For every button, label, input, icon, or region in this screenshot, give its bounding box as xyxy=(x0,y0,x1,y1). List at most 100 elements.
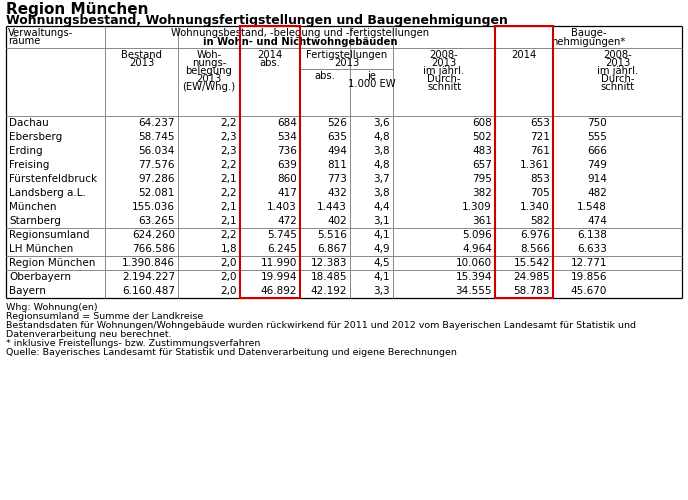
Text: im jährl.: im jährl. xyxy=(423,66,464,76)
Text: räume: räume xyxy=(8,36,41,46)
Text: 684: 684 xyxy=(277,118,297,128)
Text: 555: 555 xyxy=(587,132,607,142)
Text: 853: 853 xyxy=(530,174,550,184)
Text: Wohnungsbestand, Wohnungsfertigstellungen und Baugenehmigungen: Wohnungsbestand, Wohnungsfertigstellunge… xyxy=(6,14,508,27)
Text: 34.555: 34.555 xyxy=(455,286,492,296)
Text: abs.: abs. xyxy=(259,58,281,68)
Text: 10.060: 10.060 xyxy=(456,258,492,268)
Text: Region München: Region München xyxy=(9,258,96,268)
Text: 2,2: 2,2 xyxy=(220,230,237,240)
Text: 2,0: 2,0 xyxy=(220,286,237,296)
Text: 63.265: 63.265 xyxy=(138,216,175,226)
Text: 4,8: 4,8 xyxy=(374,132,390,142)
Text: Erding: Erding xyxy=(9,146,43,156)
Text: 6.633: 6.633 xyxy=(577,244,607,254)
Text: 534: 534 xyxy=(277,132,297,142)
Text: 1.361: 1.361 xyxy=(520,160,550,170)
Text: 18.485: 18.485 xyxy=(310,272,347,282)
Text: in Wohn- und Nichtwohngebäuden: in Wohn- und Nichtwohngebäuden xyxy=(203,37,397,47)
Text: 750: 750 xyxy=(588,118,607,128)
Text: 502: 502 xyxy=(472,132,492,142)
Text: München: München xyxy=(9,202,56,212)
Text: Landsberg a.L.: Landsberg a.L. xyxy=(9,188,86,198)
Text: 4,5: 4,5 xyxy=(374,258,390,268)
Text: 432: 432 xyxy=(327,188,347,198)
Text: Fertigstellungen: Fertigstellungen xyxy=(306,50,387,60)
Text: 6.160.487: 6.160.487 xyxy=(122,286,175,296)
Text: Verwaltungs-: Verwaltungs- xyxy=(8,28,74,38)
Text: 45.670: 45.670 xyxy=(570,286,607,296)
Text: 3,3: 3,3 xyxy=(374,286,390,296)
Text: 795: 795 xyxy=(472,174,492,184)
Text: 15.394: 15.394 xyxy=(455,272,492,282)
Text: 1.309: 1.309 xyxy=(462,202,492,212)
Text: 2013: 2013 xyxy=(605,58,630,68)
Text: 64.237: 64.237 xyxy=(138,118,175,128)
Text: 19.994: 19.994 xyxy=(261,272,297,282)
Text: 52.081: 52.081 xyxy=(138,188,175,198)
Text: 58.745: 58.745 xyxy=(138,132,175,142)
Text: 382: 382 xyxy=(472,188,492,198)
Text: 8.566: 8.566 xyxy=(520,244,550,254)
Text: Dachau: Dachau xyxy=(9,118,49,128)
Text: 4,8: 4,8 xyxy=(374,160,390,170)
Text: 2008-: 2008- xyxy=(429,50,458,60)
Text: Bayern: Bayern xyxy=(9,286,46,296)
Text: 19.856: 19.856 xyxy=(570,272,607,282)
Bar xyxy=(240,26,300,298)
Text: 761: 761 xyxy=(530,146,550,156)
Text: 811: 811 xyxy=(327,160,347,170)
Text: Whg: Wohnung(en): Whg: Wohnung(en) xyxy=(6,303,98,312)
Text: 3,8: 3,8 xyxy=(374,188,390,198)
Text: Regionsumland = Summe der Landkreise: Regionsumland = Summe der Landkreise xyxy=(6,312,203,321)
Text: 56.034: 56.034 xyxy=(138,146,175,156)
Text: 482: 482 xyxy=(587,188,607,198)
Text: 1.443: 1.443 xyxy=(317,202,347,212)
Text: 5.516: 5.516 xyxy=(317,230,347,240)
Text: 2013: 2013 xyxy=(431,58,457,68)
Text: 4.964: 4.964 xyxy=(462,244,492,254)
Text: 5.096: 5.096 xyxy=(462,230,492,240)
Text: 1.000 EW: 1.000 EW xyxy=(347,79,396,89)
Text: Bestand: Bestand xyxy=(121,50,162,60)
Text: Durch-: Durch- xyxy=(427,74,461,84)
Text: 2013: 2013 xyxy=(196,74,222,84)
Text: 11.990: 11.990 xyxy=(261,258,297,268)
Text: 1.403: 1.403 xyxy=(267,202,297,212)
Text: 749: 749 xyxy=(587,160,607,170)
Text: schnitt: schnitt xyxy=(601,82,634,92)
Text: 361: 361 xyxy=(472,216,492,226)
Text: 3,8: 3,8 xyxy=(374,146,390,156)
Text: Starnberg: Starnberg xyxy=(9,216,61,226)
Text: LH München: LH München xyxy=(9,244,73,254)
Text: nehmigungen*: nehmigungen* xyxy=(551,37,625,47)
Text: 666: 666 xyxy=(587,146,607,156)
Text: 483: 483 xyxy=(472,146,492,156)
Text: 3,7: 3,7 xyxy=(374,174,390,184)
Text: 2,2: 2,2 xyxy=(220,160,237,170)
Text: je: je xyxy=(367,71,376,81)
Text: 582: 582 xyxy=(530,216,550,226)
Text: 494: 494 xyxy=(327,146,347,156)
Text: 3,1: 3,1 xyxy=(374,216,390,226)
Text: 914: 914 xyxy=(587,174,607,184)
Text: Region München: Region München xyxy=(6,2,149,17)
Text: 860: 860 xyxy=(277,174,297,184)
Text: 2,0: 2,0 xyxy=(220,272,237,282)
Text: Bauge-: Bauge- xyxy=(571,28,606,38)
Text: 4,4: 4,4 xyxy=(374,202,390,212)
Text: 2014: 2014 xyxy=(257,50,283,60)
Text: 1.390.846: 1.390.846 xyxy=(122,258,175,268)
Text: 526: 526 xyxy=(327,118,347,128)
Text: Freising: Freising xyxy=(9,160,50,170)
Text: 653: 653 xyxy=(530,118,550,128)
Text: 2,2: 2,2 xyxy=(220,188,237,198)
Text: 2013: 2013 xyxy=(129,58,154,68)
Text: 472: 472 xyxy=(277,216,297,226)
Text: 2,3: 2,3 xyxy=(220,146,237,156)
Text: Woh-: Woh- xyxy=(196,50,222,60)
Text: 6.245: 6.245 xyxy=(267,244,297,254)
Text: 42.192: 42.192 xyxy=(310,286,347,296)
Text: 2.194.227: 2.194.227 xyxy=(122,272,175,282)
Text: 657: 657 xyxy=(472,160,492,170)
